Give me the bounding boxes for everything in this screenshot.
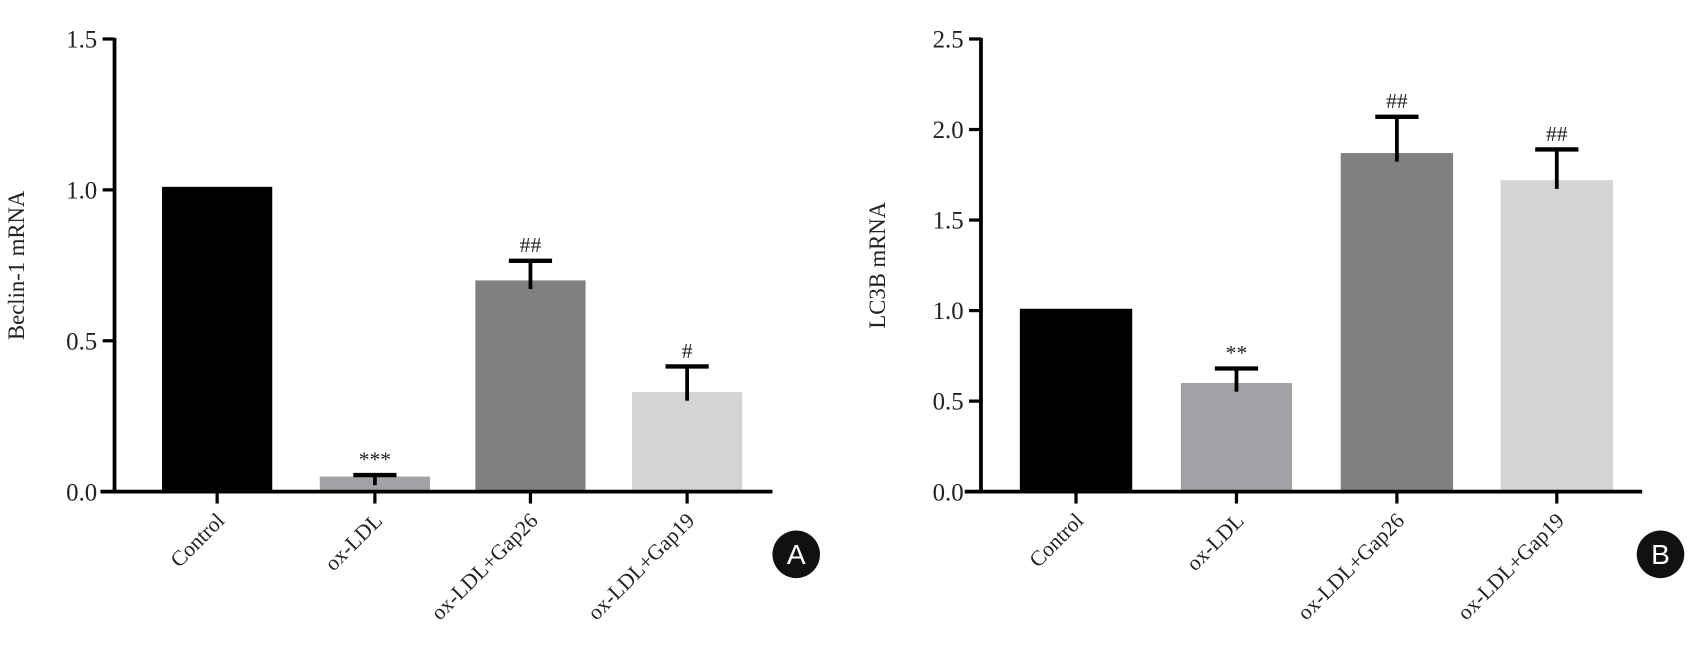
- x-tick-label: Control: [166, 508, 230, 572]
- panel-badge: [1636, 530, 1685, 579]
- panel-label: A: [787, 539, 806, 570]
- y-tick-label: 0.0: [933, 479, 964, 506]
- y-tick-label: 1.0: [66, 178, 97, 205]
- chart-panel-b: Control ** ox-LDL ## ox-LDL+Gap26 ## ox-LDL+Ga…: [865, 27, 1685, 625]
- y-tick-label: 1.5: [66, 27, 97, 54]
- significance-label: ##: [1386, 89, 1408, 113]
- y-tick-label: 1.5: [933, 208, 964, 235]
- chart-panel-a: Control *** ox-LDL ## ox-LDL+Gap26 # ox-LDL+Ga…: [4, 27, 820, 625]
- x-tick-label: ox-LDL+Gap26: [426, 508, 542, 624]
- y-axis-label: LC3B mRNA: [865, 201, 890, 328]
- panel-badge: [772, 530, 820, 579]
- y-tick-label: 0.5: [933, 389, 964, 416]
- x-tick-label: ox-LDL+Gap26: [1293, 508, 1409, 624]
- x-tick-label: Control: [1025, 508, 1089, 572]
- y-tick-label: 2.0: [933, 117, 964, 144]
- y-tick-label: 1.0: [933, 298, 964, 325]
- bar-4: [1500, 180, 1613, 492]
- bar-2: [1180, 383, 1293, 492]
- bar-1: [162, 186, 273, 492]
- y-tick-label: 2.5: [933, 27, 964, 54]
- significance-label: ##: [1546, 122, 1568, 146]
- x-tick-label: ox-LDL+Gap19: [1453, 508, 1569, 624]
- y-tick-label: 0.0: [66, 479, 97, 506]
- x-tick-label: ox-LDL: [1182, 508, 1249, 575]
- bar-4: [632, 392, 743, 492]
- significance-label: ***: [359, 447, 391, 471]
- significance-label: **: [1226, 341, 1248, 365]
- panel-label: B: [1651, 539, 1670, 570]
- y-tick-label: 0.5: [66, 328, 97, 355]
- x-tick-label: ox-LDL+Gap19: [583, 508, 699, 624]
- significance-label: #: [682, 339, 693, 363]
- bar-1: [1019, 308, 1133, 492]
- y-axis-label: Beclin-1 mRNA: [4, 190, 29, 340]
- bar-3: [475, 280, 586, 492]
- bar-3: [1340, 153, 1454, 492]
- significance-label: ##: [520, 233, 542, 257]
- x-tick-label: ox-LDL: [320, 508, 387, 575]
